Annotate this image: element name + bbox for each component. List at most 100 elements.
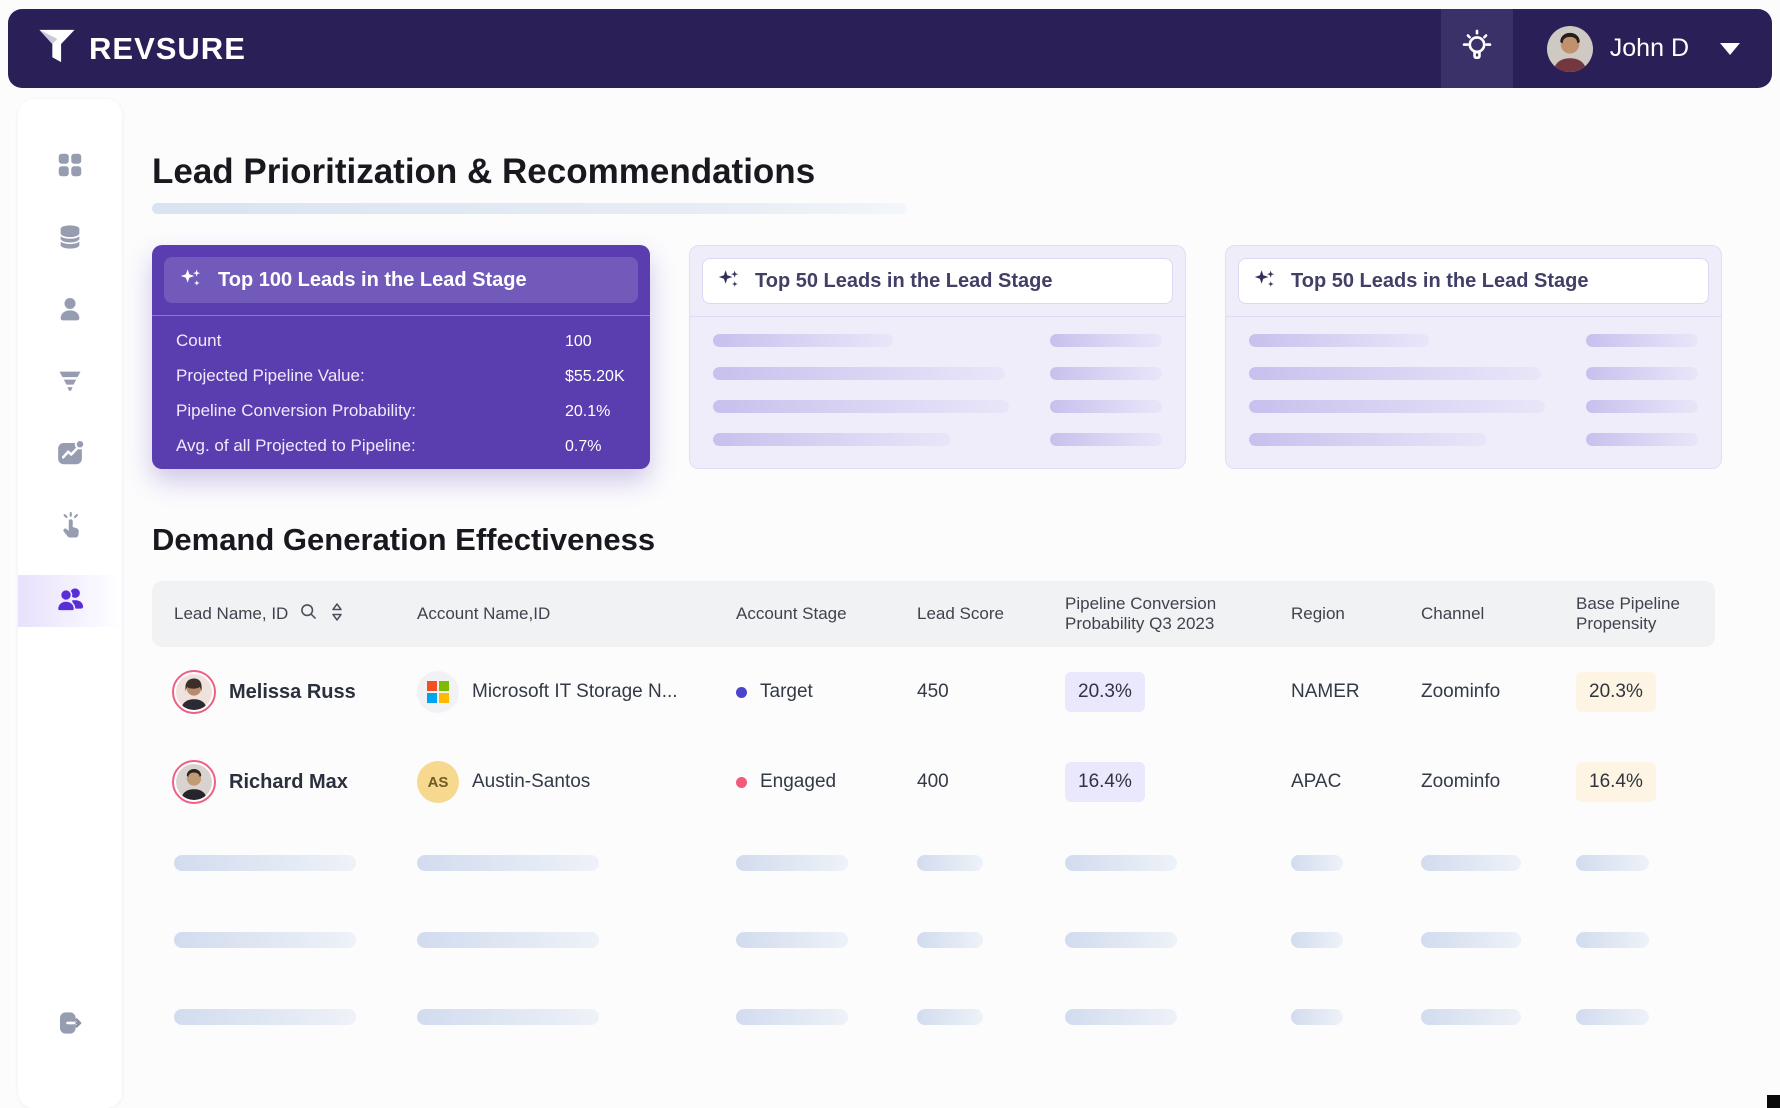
search-icon[interactable] [298,601,319,627]
card-skeleton [702,317,1173,446]
skeleton-bar [417,932,599,948]
table-row[interactable]: Richard Max AS Austin-Santos Engaged 400… [152,737,1715,827]
lead-score-cell: 450 [917,681,949,702]
sparkle-icon [179,266,203,295]
stat-avg-projected-to-pipeline: Avg. of all Projected to Pipeline: 0.7% [176,436,626,456]
sidebar-item-logout[interactable] [18,1001,122,1049]
stat-pipeline-conversion-probability: Pipeline Conversion Probability: 20.1% [176,401,626,421]
skeleton-bar [736,855,848,871]
sidebar-item-analytics[interactable] [18,431,122,479]
skeleton-bar [1586,433,1698,446]
card-title: Top 50 Leads in the Lead Stage [755,269,1053,292]
base-propensity-badge: 16.4% [1576,762,1656,802]
brand-logo[interactable]: REVSURE [8,27,246,70]
card-top-50-leads-1-header[interactable]: Top 50 Leads in the Lead Stage [702,258,1173,304]
top-navbar: REVSURE John D [8,9,1772,88]
chevron-down-icon [1720,42,1740,55]
skeleton-bar [1249,433,1487,446]
region-cell: APAC [1291,771,1342,792]
table-header: Lead Name, ID Account Name,ID Account St… [152,581,1715,647]
skeleton-bar [1291,932,1343,948]
data-icon [56,222,84,257]
account-stage-cell: Engaged [736,771,917,793]
user-menu[interactable]: John D [1513,25,1772,72]
title-underline-bar [152,203,907,214]
sidebar [18,99,122,1108]
main-content: Lead Prioritization & Recommendations To… [152,152,1722,1058]
card-skeleton [1238,317,1709,446]
avatar [1546,25,1593,72]
base-propensity-badge: 20.3% [1576,672,1656,712]
skeleton-bar [1050,334,1162,347]
skeleton-bar [174,855,356,871]
column-header-lead-name: Lead Name, ID [152,601,417,628]
account-stage-cell: Target [736,681,917,703]
skeleton-bar [736,1009,848,1025]
region-cell: NAMER [1291,681,1360,702]
sidebar-item-data[interactable] [18,215,122,263]
skeleton-bar [713,433,951,446]
skeleton-bar [713,367,1005,380]
column-header-channel: Channel [1421,604,1485,623]
table-skeleton-row [152,904,1715,981]
avatar [172,670,216,714]
sidebar-item-funnel[interactable] [18,359,122,407]
skeleton-bar [917,855,983,871]
column-header-pipeline-conversion: Pipeline Conversion Probability Q3 2023 [1065,594,1217,633]
skeleton-bar [1576,855,1649,871]
sidebar-item-leads[interactable] [18,575,122,627]
account-name: Microsoft IT Storage N... [472,681,678,702]
skeleton-bar [1586,367,1698,380]
skeleton-bar [174,1009,356,1025]
stage-label: Target [760,681,813,702]
sidebar-item-actions[interactable] [18,503,122,551]
lead-cell: Melissa Russ [152,670,417,714]
lead-name: Richard Max [229,770,348,793]
skeleton-bar [1291,855,1343,871]
lead-name: Melissa Russ [229,680,356,703]
lead-summary-cards: Top 100 Leads in the Lead Stage Count 10… [152,245,1722,469]
table-row[interactable]: Melissa Russ Microsoft IT Storage N... T… [152,647,1715,737]
sidebar-item-contacts[interactable] [18,287,122,335]
card-top-50-leads-2: Top 50 Leads in the Lead Stage [1225,245,1722,469]
pipeline-conversion-cell: 16.4% [1065,762,1291,802]
column-header-account-stage: Account Stage [736,604,847,623]
card-stats: Count 100 Projected Pipeline Value: $55.… [164,316,638,456]
section-title: Demand Generation Effectiveness [152,522,656,557]
skeleton-bar [174,932,356,948]
stat-value: 100 [565,333,592,350]
skeleton-bar [736,932,848,948]
card-title: Top 50 Leads in the Lead Stage [1291,269,1589,292]
pipeline-conversion-cell: 20.3% [1065,672,1291,712]
card-title: Top 100 Leads in the Lead Stage [218,268,527,291]
lightbulb-icon [1456,25,1498,72]
card-top-50-leads-2-header[interactable]: Top 50 Leads in the Lead Stage [1238,258,1709,304]
card-top-100-leads-header[interactable]: Top 100 Leads in the Lead Stage [164,257,638,303]
card-top-50-leads-1: Top 50 Leads in the Lead Stage [689,245,1186,469]
skeleton-bar [1249,334,1429,347]
skeleton-bar [1050,367,1162,380]
channel-cell: Zoominfo [1421,681,1501,702]
pipeline-conversion-badge: 20.3% [1065,672,1145,712]
stat-value: $55.20K [565,368,625,385]
revsure-logo-icon [38,27,76,70]
skeleton-bar [713,334,893,347]
skeleton-bar [1586,334,1698,347]
sort-icon[interactable] [329,601,345,628]
leads-table: Lead Name, ID Account Name,ID Account St… [152,581,1715,1058]
skeleton-bar [1065,1009,1177,1025]
screen-corner-artifact [1767,1095,1780,1108]
insights-lightbulb-button[interactable] [1440,9,1513,88]
analytics-icon [55,438,86,473]
sidebar-item-dashboard[interactable] [18,143,122,191]
lead-score-cell: 400 [917,771,949,792]
skeleton-bar [1576,932,1649,948]
table-skeleton-row [152,981,1715,1058]
stat-value: 0.7% [565,438,602,455]
logout-icon [55,1008,85,1043]
skeleton-bar [1050,400,1162,413]
avatar [172,760,216,804]
account-name: Austin-Santos [472,771,591,792]
actions-icon [55,510,85,545]
user-name: John D [1609,34,1689,62]
